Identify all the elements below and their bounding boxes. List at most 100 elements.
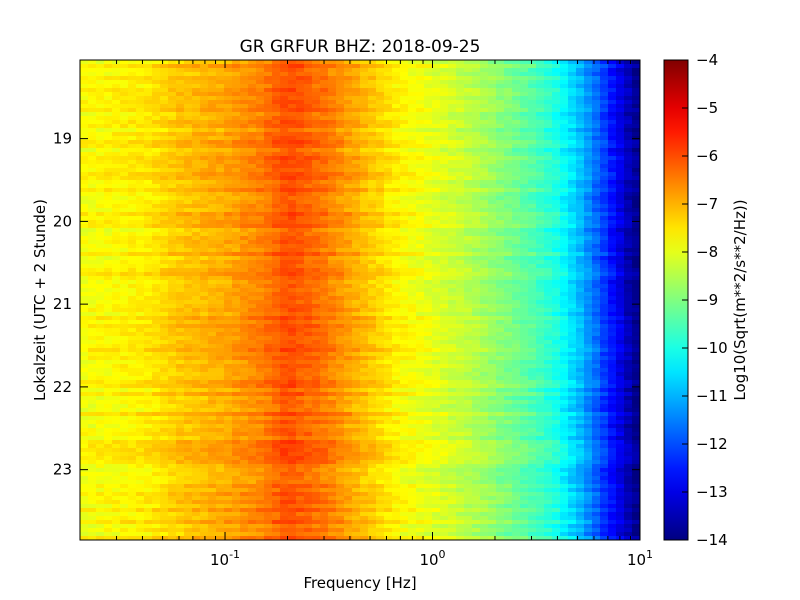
heatmap-cell	[160, 172, 169, 177]
heatmap-cell	[536, 212, 545, 217]
heatmap-cell	[424, 60, 433, 65]
heatmap-cell	[304, 108, 313, 113]
heatmap-cell	[424, 188, 433, 193]
heatmap-cell	[232, 204, 241, 209]
heatmap-cell	[528, 328, 537, 333]
heatmap-cell	[248, 164, 257, 169]
heatmap-cell	[88, 244, 97, 249]
heatmap-cell	[528, 96, 537, 101]
heatmap-cell	[320, 164, 329, 169]
heatmap-cell	[152, 104, 161, 109]
heatmap-cell	[416, 224, 425, 229]
heatmap-cell	[120, 64, 129, 69]
heatmap-cell	[416, 292, 425, 297]
heatmap-cell	[248, 212, 257, 217]
heatmap-cell	[152, 136, 161, 141]
heatmap-cell	[168, 140, 177, 145]
heatmap-cell	[392, 88, 401, 93]
heatmap-cell	[168, 204, 177, 209]
heatmap-cell	[528, 148, 537, 153]
heatmap-cell	[488, 72, 497, 77]
heatmap-cell	[416, 204, 425, 209]
heatmap-cell	[320, 128, 329, 133]
heatmap-cell	[232, 148, 241, 153]
heatmap-cell	[456, 156, 465, 161]
heatmap-cell	[480, 188, 489, 193]
heatmap-cell	[168, 320, 177, 325]
heatmap-cell	[144, 188, 153, 193]
heatmap-cell	[568, 248, 577, 253]
heatmap-cell	[480, 88, 489, 93]
heatmap-cell	[296, 276, 305, 281]
heatmap-cell	[232, 208, 241, 213]
heatmap-cell	[168, 304, 177, 309]
heatmap-cell	[112, 208, 121, 213]
heatmap-cell	[608, 196, 617, 201]
heatmap-cell	[616, 168, 625, 173]
heatmap-cell	[600, 308, 609, 313]
heatmap-cell	[528, 308, 537, 313]
heatmap-cell	[104, 288, 113, 293]
heatmap-cell	[80, 300, 89, 305]
heatmap-cell	[232, 68, 241, 73]
heatmap-cell	[384, 320, 393, 325]
heatmap-cell	[280, 100, 289, 105]
heatmap-cell	[104, 128, 113, 133]
heatmap-cell	[432, 276, 441, 281]
heatmap-cell	[504, 308, 513, 313]
heatmap-cell	[240, 144, 249, 149]
heatmap-cell	[256, 332, 265, 337]
heatmap-cell	[440, 64, 449, 69]
heatmap-cell	[496, 164, 505, 169]
heatmap-cell	[272, 228, 281, 233]
heatmap-cell	[232, 264, 241, 269]
heatmap-cell	[400, 260, 409, 265]
heatmap-cell	[144, 172, 153, 177]
heatmap-cell	[600, 160, 609, 165]
heatmap-cell	[208, 320, 217, 325]
heatmap-cell	[112, 132, 121, 137]
heatmap-cell	[80, 240, 89, 245]
heatmap-cell	[136, 292, 145, 297]
heatmap-cell	[152, 188, 161, 193]
heatmap-cell	[576, 196, 585, 201]
heatmap-cell	[392, 124, 401, 129]
heatmap-cell	[432, 308, 441, 313]
heatmap-cell	[168, 156, 177, 161]
heatmap-cell	[224, 180, 233, 185]
heatmap-cell	[104, 328, 113, 333]
heatmap-cell	[88, 324, 97, 329]
heatmap-cell	[336, 88, 345, 93]
heatmap-cell	[128, 140, 137, 145]
heatmap-cell	[600, 188, 609, 193]
heatmap-cell	[248, 264, 257, 269]
heatmap-cell	[248, 132, 257, 137]
heatmap-cell	[320, 152, 329, 157]
heatmap-cell	[464, 212, 473, 217]
heatmap-cell	[352, 140, 361, 145]
heatmap-cell	[136, 296, 145, 301]
heatmap-cell	[464, 76, 473, 81]
heatmap-cell	[144, 164, 153, 169]
heatmap-cell	[216, 280, 225, 285]
heatmap-cell	[304, 116, 313, 121]
heatmap-cell	[464, 100, 473, 105]
heatmap-cell	[160, 160, 169, 165]
heatmap-cell	[88, 232, 97, 237]
heatmap-cell	[384, 200, 393, 205]
heatmap-cell	[624, 116, 633, 121]
heatmap-cell	[584, 340, 593, 345]
heatmap-cell	[296, 260, 305, 265]
heatmap-cell	[352, 288, 361, 293]
heatmap-cell	[152, 256, 161, 261]
heatmap-cell	[512, 100, 521, 105]
heatmap-cell	[192, 136, 201, 141]
heatmap-cell	[176, 164, 185, 169]
heatmap-cell	[152, 68, 161, 73]
heatmap-cell	[384, 64, 393, 69]
heatmap-cell	[216, 116, 225, 121]
heatmap-cell	[368, 216, 377, 221]
heatmap-cell	[320, 188, 329, 193]
heatmap-cell	[200, 72, 209, 77]
heatmap-cell	[272, 88, 281, 93]
